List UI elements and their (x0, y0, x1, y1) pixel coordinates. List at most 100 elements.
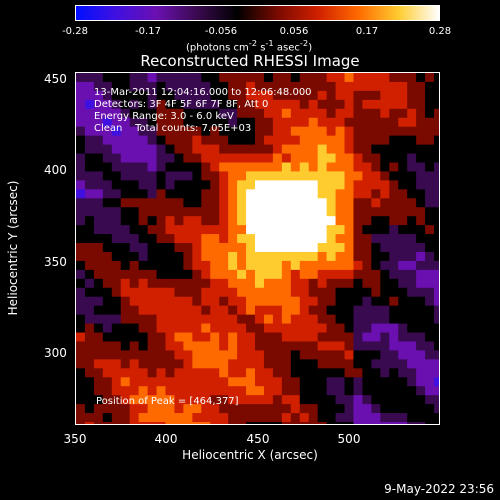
heatmap-cell (308, 269, 319, 280)
heatmap-cell (165, 153, 175, 163)
colorbar-tick: 0.28 (428, 26, 452, 37)
heatmap-cell (93, 234, 104, 244)
heatmap-cell (434, 90, 439, 101)
heatmap-cell (138, 135, 149, 146)
heatmap-cell (326, 368, 337, 378)
heatmap-cell (434, 413, 439, 423)
heatmap-cell (102, 198, 113, 208)
heatmap-cell (281, 108, 292, 119)
heatmap-cell (165, 171, 175, 181)
heatmap-cell (299, 135, 310, 146)
heatmap-cell (389, 225, 399, 235)
heatmap-cell (228, 162, 238, 172)
heatmap-cell (228, 287, 238, 298)
heatmap-cell (165, 207, 175, 217)
heatmap-cell (111, 207, 122, 217)
heatmap-cell (156, 377, 167, 387)
heatmap-cell (308, 386, 319, 396)
heatmap-cell (165, 90, 175, 101)
heatmap-cell (281, 377, 292, 387)
heatmap-cell (389, 314, 399, 325)
heatmap-cell (335, 153, 346, 163)
heatmap-cell (317, 278, 328, 289)
heatmap-cell (317, 404, 328, 414)
heatmap-cell (299, 198, 310, 208)
heatmap-cell (84, 269, 95, 280)
heatmap-cell (219, 350, 229, 360)
heatmap-cell (353, 377, 363, 387)
heatmap-cell (165, 278, 175, 289)
heatmap-cell (156, 117, 167, 128)
heatmap-cell (353, 225, 363, 235)
heatmap-cell (255, 153, 265, 163)
heatmap-cell (174, 332, 184, 342)
heatmap-cell (317, 153, 328, 163)
heatmap-cell (335, 198, 346, 208)
heatmap-cell (362, 260, 372, 271)
heatmap-cell (237, 135, 247, 146)
heatmap-cell (434, 377, 439, 387)
heatmap-cell (237, 287, 247, 298)
heatmap-cell (389, 377, 399, 387)
heatmap-cell (255, 225, 265, 235)
heatmap-cell (425, 135, 435, 146)
heatmap-cell (111, 162, 122, 172)
heatmap-cell (120, 332, 131, 342)
heatmap-cell (398, 359, 408, 369)
heatmap-cell (201, 386, 211, 396)
heatmap-cell (434, 162, 439, 172)
heatmap-cell (201, 377, 211, 387)
heatmap-cell (407, 314, 417, 325)
heatmap-cell (389, 251, 399, 262)
heatmap-cell (219, 296, 229, 307)
heatmap-cell (138, 350, 149, 360)
heatmap-cell (398, 296, 408, 307)
heatmap-cell (281, 216, 292, 226)
heatmap-cell (156, 153, 167, 163)
heatmap-cell (380, 171, 390, 181)
heatmap-cell (434, 135, 439, 146)
heatmap-cell (84, 359, 95, 369)
heatmap-cell (201, 135, 211, 146)
heatmap-cell (201, 350, 211, 360)
heatmap-cell (326, 225, 337, 235)
heatmap-cell (76, 243, 86, 253)
heatmap-cell (407, 323, 417, 334)
heatmap-cell (299, 413, 310, 423)
heatmap-cell (129, 287, 140, 298)
heatmap-cell (147, 162, 158, 172)
heatmap-cell (317, 260, 328, 271)
heatmap-cell (183, 251, 193, 262)
heatmap-cell (138, 73, 149, 83)
heatmap-cell (219, 99, 229, 110)
heatmap-cell (120, 260, 131, 271)
heatmap-cell (76, 225, 86, 235)
heatmap-cell (192, 413, 202, 423)
heatmap-cell (147, 225, 158, 235)
heatmap-cell (255, 144, 265, 155)
heatmap-cell (147, 386, 158, 396)
heatmap-cell (407, 278, 417, 289)
heatmap-cell (335, 251, 346, 262)
heatmap-cell (120, 108, 131, 119)
heatmap-cell (102, 153, 113, 163)
heatmap-cell (281, 323, 292, 334)
heatmap-cell (362, 305, 372, 316)
heatmap-cell (326, 216, 337, 226)
heatmap-cell (281, 386, 292, 396)
heatmap-cell (299, 243, 310, 253)
heatmap-cell (219, 332, 229, 342)
heatmap-cell (174, 269, 184, 280)
heatmap-cell (308, 225, 319, 235)
heatmap-cell (129, 251, 140, 262)
heatmap-cell (389, 332, 399, 342)
heatmap-cell (76, 126, 86, 137)
heatmap-cell (255, 216, 265, 226)
heatmap-cell (362, 144, 372, 155)
heatmap-cell (344, 81, 354, 92)
heatmap-cell (317, 422, 328, 424)
heatmap-cell (174, 198, 184, 208)
heatmap-cell (93, 341, 104, 351)
heatmap-cell (228, 395, 238, 405)
heatmap-cell (129, 422, 140, 424)
